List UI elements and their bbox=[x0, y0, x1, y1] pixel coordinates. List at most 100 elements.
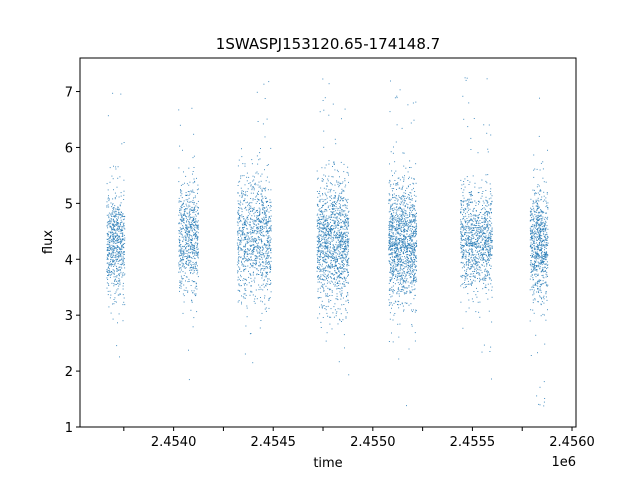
data-point bbox=[327, 207, 329, 209]
data-point bbox=[414, 213, 416, 215]
data-point bbox=[399, 264, 401, 266]
data-point bbox=[114, 229, 116, 231]
data-point bbox=[250, 198, 252, 199]
data-point bbox=[238, 257, 240, 259]
data-point bbox=[326, 195, 328, 197]
data-point bbox=[399, 89, 401, 91]
data-point bbox=[410, 223, 412, 225]
data-point bbox=[191, 191, 193, 193]
data-point bbox=[394, 216, 396, 218]
data-point bbox=[399, 278, 401, 280]
data-point bbox=[265, 223, 267, 225]
data-point bbox=[341, 226, 343, 228]
data-point bbox=[406, 287, 408, 289]
data-point bbox=[267, 237, 269, 239]
data-point bbox=[245, 257, 247, 259]
data-point bbox=[192, 255, 194, 257]
data-point bbox=[394, 313, 396, 314]
data-point bbox=[182, 219, 184, 221]
data-point bbox=[411, 267, 413, 269]
data-point bbox=[401, 239, 403, 241]
data-point bbox=[190, 224, 192, 226]
data-point bbox=[179, 230, 181, 232]
data-point bbox=[109, 220, 111, 222]
data-point bbox=[394, 252, 396, 254]
data-point bbox=[484, 220, 486, 222]
data-point bbox=[325, 219, 327, 221]
data-point bbox=[243, 175, 245, 177]
data-point bbox=[395, 301, 397, 303]
data-point bbox=[395, 268, 397, 270]
data-point bbox=[184, 256, 186, 258]
data-point bbox=[324, 261, 326, 263]
data-point bbox=[343, 304, 345, 305]
data-point bbox=[260, 175, 262, 177]
data-point bbox=[251, 189, 253, 191]
data-point bbox=[343, 197, 345, 198]
data-point bbox=[180, 195, 182, 197]
data-point bbox=[324, 248, 326, 250]
data-point bbox=[412, 280, 414, 282]
data-point bbox=[118, 228, 120, 230]
data-point bbox=[188, 257, 190, 258]
data-point bbox=[409, 248, 411, 249]
data-point bbox=[251, 159, 253, 161]
data-point bbox=[343, 263, 345, 264]
data-point bbox=[334, 260, 336, 262]
data-point bbox=[266, 245, 268, 247]
data-point bbox=[256, 171, 258, 173]
data-point bbox=[181, 207, 183, 209]
data-point bbox=[409, 210, 411, 211]
data-point bbox=[110, 247, 111, 249]
data-point bbox=[241, 211, 243, 213]
data-point bbox=[325, 243, 327, 245]
data-point bbox=[183, 228, 184, 229]
data-point bbox=[120, 238, 122, 240]
data-point bbox=[319, 195, 321, 197]
data-point bbox=[108, 233, 109, 235]
data-point bbox=[194, 195, 196, 197]
data-point bbox=[258, 186, 260, 188]
data-point bbox=[252, 253, 254, 255]
data-point bbox=[412, 270, 414, 272]
data-point bbox=[262, 289, 264, 291]
data-point bbox=[405, 292, 407, 294]
data-point bbox=[114, 197, 116, 199]
data-point bbox=[178, 264, 180, 265]
data-point bbox=[329, 289, 331, 291]
data-point bbox=[110, 261, 111, 263]
season-cluster bbox=[236, 81, 272, 364]
data-point bbox=[111, 223, 113, 225]
data-point bbox=[407, 251, 409, 253]
data-point bbox=[333, 237, 334, 239]
data-point bbox=[193, 232, 195, 234]
data-point bbox=[250, 277, 252, 279]
data-point bbox=[335, 312, 337, 314]
data-point bbox=[335, 298, 337, 300]
data-point bbox=[395, 274, 397, 276]
data-point bbox=[402, 251, 404, 253]
data-point bbox=[396, 224, 398, 226]
data-point bbox=[404, 243, 405, 245]
data-point bbox=[344, 241, 345, 243]
data-point bbox=[329, 266, 330, 267]
data-point bbox=[337, 287, 339, 289]
data-point bbox=[338, 245, 340, 247]
data-point bbox=[107, 227, 109, 229]
data-point bbox=[251, 219, 253, 221]
data-point bbox=[405, 212, 407, 214]
data-point bbox=[402, 218, 404, 220]
data-point bbox=[121, 264, 122, 266]
data-point bbox=[404, 277, 406, 279]
data-point bbox=[409, 254, 410, 256]
data-point bbox=[180, 275, 182, 277]
data-point bbox=[333, 211, 335, 213]
data-point bbox=[185, 276, 187, 278]
data-point bbox=[241, 233, 243, 235]
data-point bbox=[341, 304, 343, 306]
data-point bbox=[324, 232, 326, 234]
data-point bbox=[268, 230, 270, 232]
data-point bbox=[117, 226, 119, 228]
data-point bbox=[340, 298, 342, 300]
data-point bbox=[402, 223, 404, 224]
